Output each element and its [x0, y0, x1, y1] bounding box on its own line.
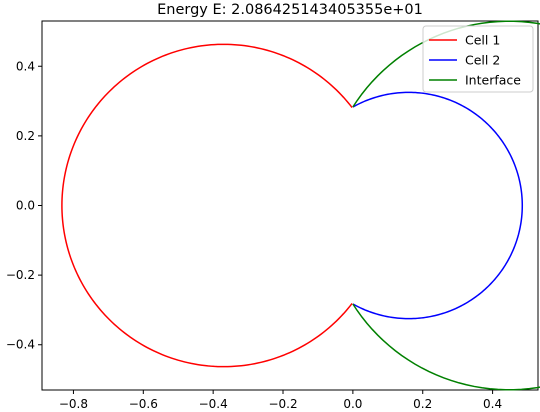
legend-box: [422, 25, 534, 93]
legend-label: Interface: [465, 73, 521, 88]
y-tick-label: −0.2: [6, 268, 35, 282]
legend: Cell 1 Cell 2 Interface: [422, 25, 534, 93]
legend-label: Cell 2: [465, 53, 500, 68]
legend-label: Cell 1: [465, 33, 500, 48]
x-axis: −0.8 −0.6 −0.4 −0.2 0.0 0.2 0.4: [59, 390, 502, 411]
series-layer: [61, 20, 540, 391]
x-tick-label: −0.4: [199, 397, 228, 411]
x-tick-label: −0.8: [59, 397, 88, 411]
x-tick-label: 0.2: [413, 397, 432, 411]
series-cell-2-line: [352, 91, 524, 320]
x-tick-label: 0.4: [483, 397, 502, 411]
x-tick-label: −0.6: [129, 397, 158, 411]
x-tick-label: 0.0: [343, 397, 362, 411]
y-tick-label: 0.4: [16, 59, 35, 73]
y-tick-label: −0.4: [6, 338, 35, 352]
chart-title: Energy E: 2.086425143405355e+01: [157, 2, 423, 18]
series-cell-1-line: [61, 43, 353, 368]
y-axis: 0.4 0.2 0.0 −0.2 −0.4: [6, 59, 42, 352]
y-tick-label: 0.2: [16, 129, 35, 143]
x-tick-label: −0.2: [268, 397, 297, 411]
y-tick-label: 0.0: [16, 199, 35, 213]
series-interface-line: [352, 20, 540, 391]
